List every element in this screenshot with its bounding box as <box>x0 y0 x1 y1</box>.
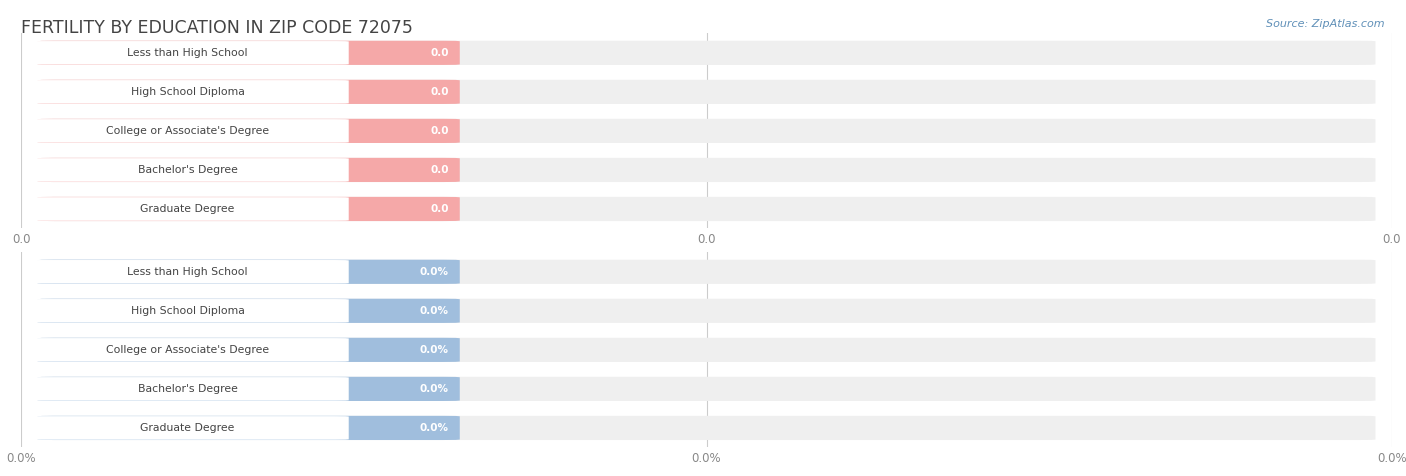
FancyBboxPatch shape <box>27 119 349 143</box>
FancyBboxPatch shape <box>38 338 1375 362</box>
FancyBboxPatch shape <box>38 260 1375 284</box>
Text: 0.0%: 0.0% <box>420 345 449 355</box>
Text: 0.0: 0.0 <box>430 165 449 175</box>
FancyBboxPatch shape <box>38 197 460 221</box>
FancyBboxPatch shape <box>27 260 349 284</box>
FancyBboxPatch shape <box>38 80 460 104</box>
FancyBboxPatch shape <box>27 338 349 362</box>
Text: 0.0%: 0.0% <box>420 267 449 277</box>
FancyBboxPatch shape <box>38 80 1375 104</box>
Text: FERTILITY BY EDUCATION IN ZIP CODE 72075: FERTILITY BY EDUCATION IN ZIP CODE 72075 <box>21 19 413 37</box>
FancyBboxPatch shape <box>27 299 349 323</box>
FancyBboxPatch shape <box>38 416 1375 440</box>
Text: 0.0%: 0.0% <box>420 384 449 394</box>
FancyBboxPatch shape <box>38 299 1375 323</box>
FancyBboxPatch shape <box>38 299 460 323</box>
Text: College or Associate's Degree: College or Associate's Degree <box>105 126 269 136</box>
Text: 0.0: 0.0 <box>430 204 449 214</box>
Text: Bachelor's Degree: Bachelor's Degree <box>138 384 238 394</box>
Text: 0.0%: 0.0% <box>420 306 449 316</box>
FancyBboxPatch shape <box>27 377 349 401</box>
Text: 0.0: 0.0 <box>430 48 449 58</box>
FancyBboxPatch shape <box>38 377 1375 401</box>
Text: Source: ZipAtlas.com: Source: ZipAtlas.com <box>1267 19 1385 29</box>
Text: High School Diploma: High School Diploma <box>131 87 245 97</box>
FancyBboxPatch shape <box>38 119 1375 143</box>
FancyBboxPatch shape <box>38 260 460 284</box>
Text: 0.0%: 0.0% <box>420 423 449 433</box>
FancyBboxPatch shape <box>38 338 460 362</box>
FancyBboxPatch shape <box>27 41 349 65</box>
FancyBboxPatch shape <box>38 41 1375 65</box>
Text: Less than High School: Less than High School <box>128 267 247 277</box>
Text: Graduate Degree: Graduate Degree <box>141 204 235 214</box>
FancyBboxPatch shape <box>38 158 460 182</box>
Text: 0.0: 0.0 <box>430 126 449 136</box>
Text: Bachelor's Degree: Bachelor's Degree <box>138 165 238 175</box>
FancyBboxPatch shape <box>38 119 460 143</box>
FancyBboxPatch shape <box>38 416 460 440</box>
FancyBboxPatch shape <box>38 377 460 401</box>
FancyBboxPatch shape <box>38 158 1375 182</box>
FancyBboxPatch shape <box>27 416 349 440</box>
FancyBboxPatch shape <box>27 158 349 182</box>
Text: Graduate Degree: Graduate Degree <box>141 423 235 433</box>
FancyBboxPatch shape <box>38 41 460 65</box>
FancyBboxPatch shape <box>27 197 349 221</box>
FancyBboxPatch shape <box>38 197 1375 221</box>
Text: 0.0: 0.0 <box>430 87 449 97</box>
FancyBboxPatch shape <box>27 80 349 104</box>
Text: High School Diploma: High School Diploma <box>131 306 245 316</box>
Text: Less than High School: Less than High School <box>128 48 247 58</box>
Text: College or Associate's Degree: College or Associate's Degree <box>105 345 269 355</box>
